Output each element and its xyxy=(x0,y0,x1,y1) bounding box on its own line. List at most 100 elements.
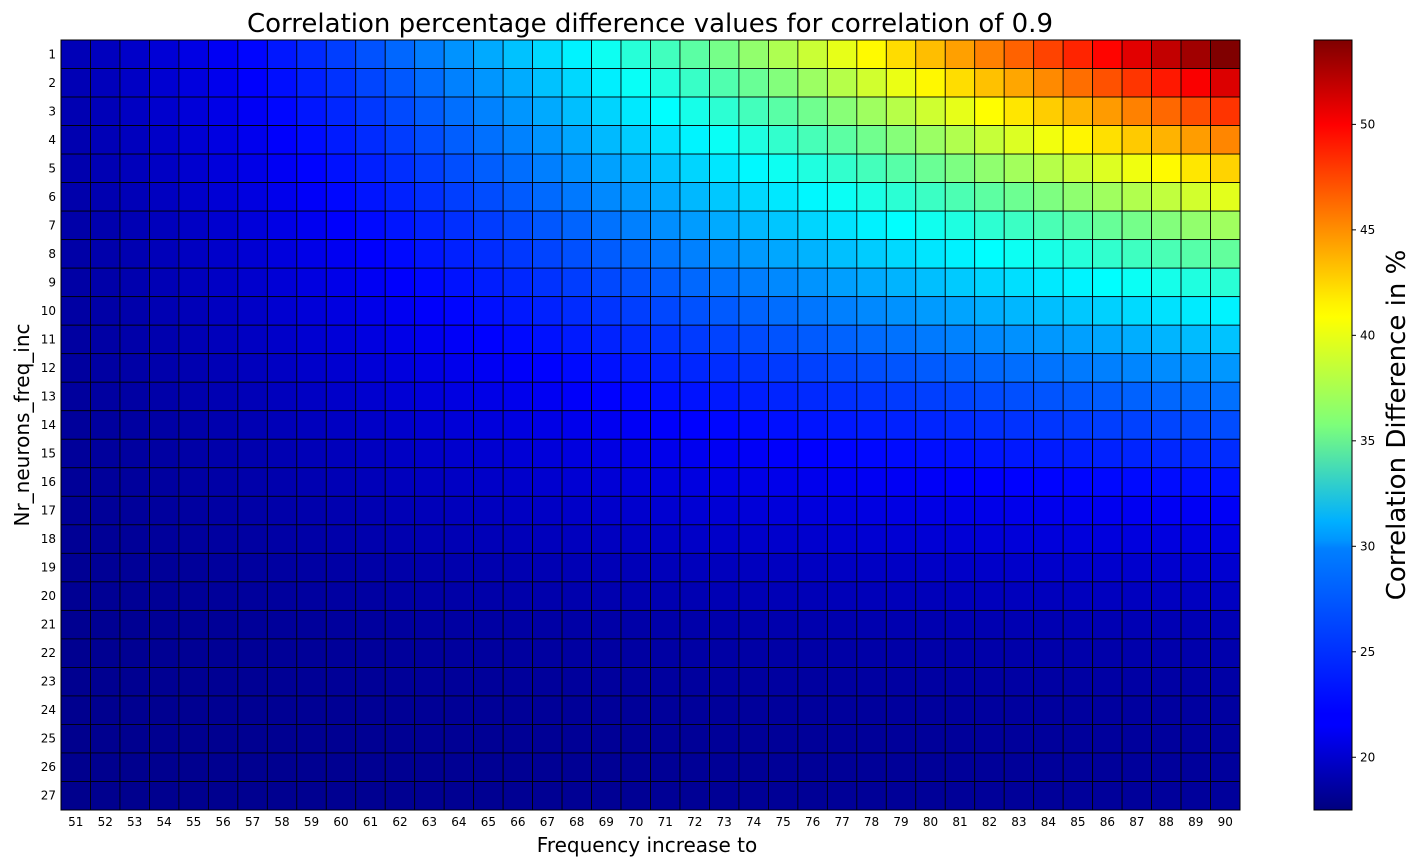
heatmap-cell xyxy=(325,153,357,183)
heatmap-cell xyxy=(797,239,828,269)
heatmap-cell xyxy=(207,39,239,69)
heatmap-cell xyxy=(384,296,416,326)
heatmap-cell xyxy=(178,638,209,668)
heatmap-cell xyxy=(856,210,887,241)
heatmap-cell xyxy=(974,609,1005,640)
heatmap-cell xyxy=(738,410,769,440)
heatmap-cell xyxy=(1062,267,1094,298)
heatmap-cell xyxy=(266,324,298,355)
heatmap-cell xyxy=(591,724,622,754)
heatmap-cell xyxy=(296,781,327,811)
heatmap-cell xyxy=(414,495,445,526)
heatmap-cell xyxy=(856,410,887,440)
heatmap-cell xyxy=(856,182,887,212)
x-tick-label: 80 xyxy=(923,815,938,829)
heatmap-cell xyxy=(237,324,268,355)
heatmap-cell xyxy=(355,667,386,697)
heatmap-cell xyxy=(178,125,209,155)
heatmap-cell xyxy=(60,495,91,526)
heatmap-cell xyxy=(620,438,651,469)
heatmap-cell xyxy=(237,609,268,640)
heatmap-cell xyxy=(325,495,357,526)
heatmap-cell xyxy=(414,239,445,269)
heatmap-cell xyxy=(650,667,681,697)
heatmap-cell xyxy=(207,410,239,440)
heatmap-cell xyxy=(355,724,386,754)
heatmap-cell xyxy=(768,210,799,241)
heatmap-cell xyxy=(237,552,268,583)
heatmap-cell xyxy=(1151,153,1182,183)
heatmap-cell xyxy=(178,182,209,212)
heatmap-cell xyxy=(207,752,239,782)
heatmap-cell xyxy=(1092,381,1123,412)
x-tick-label: 74 xyxy=(746,815,761,829)
heatmap-cell xyxy=(797,752,828,782)
heatmap-cell xyxy=(325,467,357,497)
heatmap-cell xyxy=(1062,752,1094,782)
heatmap-cell xyxy=(679,581,710,611)
heatmap-cell xyxy=(296,467,327,497)
heatmap-cell xyxy=(325,581,357,611)
y-tick-label: 4 xyxy=(48,133,56,147)
heatmap-cell xyxy=(1033,467,1064,497)
heatmap-cell xyxy=(915,752,946,782)
heatmap-cell xyxy=(856,239,887,269)
heatmap-cell xyxy=(443,410,475,440)
heatmap-cell xyxy=(797,495,828,526)
heatmap-cell xyxy=(1092,552,1123,583)
heatmap-cell xyxy=(915,153,946,183)
heatmap-cell xyxy=(885,324,917,355)
heatmap-cell xyxy=(974,267,1005,298)
heatmap-cell xyxy=(266,781,298,811)
heatmap-cell xyxy=(502,695,534,725)
heatmap-cell xyxy=(414,467,445,497)
heatmap-cell xyxy=(885,695,917,725)
heatmap-cell xyxy=(355,210,386,241)
heatmap-cell xyxy=(355,781,386,811)
heatmap-cell xyxy=(709,552,740,583)
heatmap-cell xyxy=(532,296,563,326)
heatmap-cell xyxy=(384,638,416,668)
heatmap-cell xyxy=(1033,182,1064,212)
heatmap-cell xyxy=(768,524,799,554)
heatmap-cell xyxy=(885,296,917,326)
heatmap-cell xyxy=(856,438,887,469)
heatmap-cell xyxy=(1062,381,1094,412)
heatmap-cell xyxy=(384,609,416,640)
heatmap-cell xyxy=(738,125,769,155)
heatmap-cell xyxy=(679,39,710,69)
heatmap-cell xyxy=(944,495,976,526)
heatmap-cell xyxy=(237,581,268,611)
heatmap-cell xyxy=(1180,467,1211,497)
x-tick-label: 71 xyxy=(658,815,673,829)
heatmap-cell xyxy=(885,467,917,497)
heatmap-cell xyxy=(266,182,298,212)
heatmap-cell xyxy=(119,581,150,611)
heatmap-cell xyxy=(856,524,887,554)
heatmap-cell xyxy=(355,125,386,155)
x-tick-label: 57 xyxy=(245,815,260,829)
heatmap-cell xyxy=(502,239,534,269)
heatmap-cell xyxy=(90,609,121,640)
heatmap-cell xyxy=(1092,638,1123,668)
heatmap-cell xyxy=(149,324,180,355)
x-tick-label: 58 xyxy=(274,815,289,829)
heatmap-cell xyxy=(443,381,475,412)
heatmap-cell xyxy=(679,125,710,155)
heatmap-cell xyxy=(709,438,740,469)
heatmap-cell xyxy=(414,781,445,811)
heatmap-cell xyxy=(620,39,651,69)
heatmap-cells xyxy=(60,39,1241,811)
heatmap-cell xyxy=(1210,153,1241,183)
heatmap-cell xyxy=(355,410,386,440)
heatmap-cell xyxy=(974,552,1005,583)
heatmap-cell xyxy=(384,68,416,98)
heatmap-cell xyxy=(207,324,239,355)
heatmap-cell xyxy=(768,495,799,526)
heatmap-cell xyxy=(1033,667,1064,697)
heatmap-cell xyxy=(473,324,504,355)
heatmap-cell xyxy=(561,125,592,155)
heatmap-cell xyxy=(502,438,534,469)
heatmap-cell xyxy=(60,410,91,440)
heatmap-cell xyxy=(944,39,976,69)
